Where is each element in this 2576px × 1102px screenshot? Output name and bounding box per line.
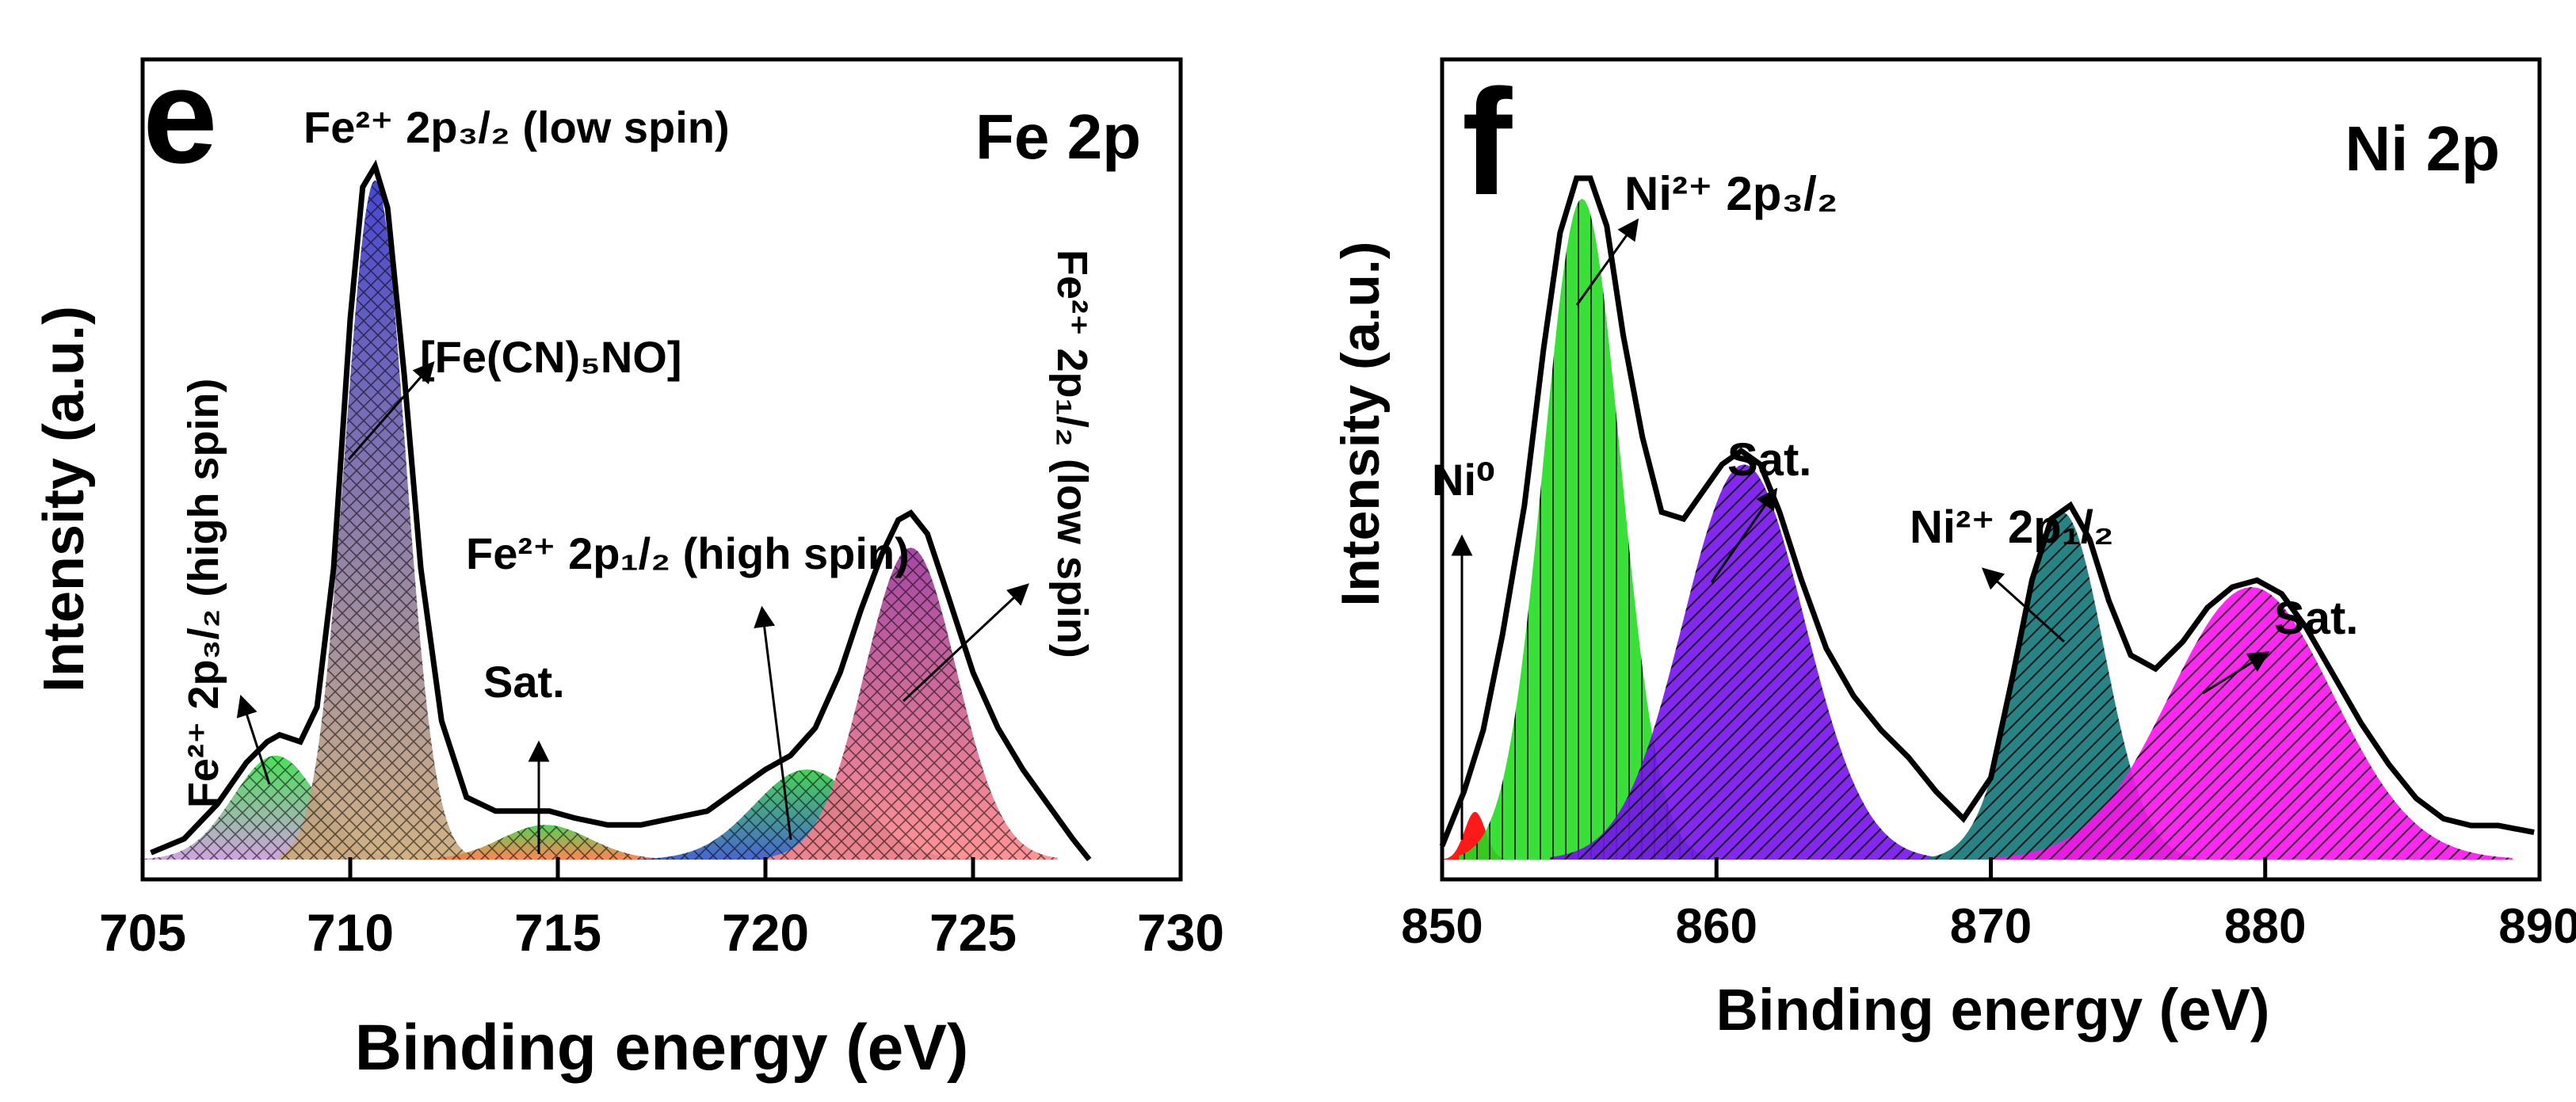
panel-f-arrow-sat2 [2202,651,2270,695]
panel-f-arrow-sat1 [1710,487,1778,583]
panel-f-x-tick-label-880: 880 [2224,899,2306,954]
panel-e-peak-3-hatch [404,825,687,860]
panel-f-x-ticks: 850 860 870 880 890 [1401,857,2576,954]
panel-e-plot-frame [140,57,1183,882]
panel-f-spectrum-line [1439,175,2535,848]
panel-e-label-fe-high-32-wrap: Fe²⁺ 2p₃/₂ (high spin) [180,379,227,808]
panel-e-label-fe-high-32: Fe²⁺ 2p₃/₂ (high spin) [180,379,227,808]
panel-f-x-tick-label-890: 890 [2498,899,2576,954]
panel-f-fitted-peaks [1441,198,2513,860]
panel-e-label-sat: Sat. [483,657,565,707]
panel-e-x-tick-label-710: 710 [307,903,394,962]
panel-e-spectrum-line [150,159,1092,862]
panel-f-x-tick-label-860: 860 [1676,899,1757,954]
panel-e-x-tick-label-725: 725 [929,903,1017,962]
panel-f-letter: f [1462,59,1513,227]
panel-e-peak-2-hatch [279,180,471,860]
panel-f-x-tick-label-850: 850 [1401,899,1483,954]
panel-e-arrow-fe-low-12 [902,583,1029,703]
panel-e-ylabel: Intensity (a.u.) [32,306,96,692]
panel-f-label-sat1: Sat. [1727,434,1811,486]
panel-e-arrow-fe-high-12 [754,605,792,841]
panel-f-label-ni-12: Ni²⁺ 2p₁/₂ [1910,501,2114,553]
panel-f-xlabel: Binding energy (eV) [1716,977,2270,1043]
panel-e-title: Fe 2p [975,101,1141,172]
panel-e-arrow-fe-high-32 [236,694,271,785]
panel-f-peak-5-hatch [1990,587,2513,860]
panel-e-x-tick-label-720: 720 [722,903,809,962]
panel-e-label-complex: [Fe(CN)₅NO] [420,332,682,382]
panel-f-label-sat2: Sat. [2274,593,2358,644]
panel-f-x-tick-label-870: 870 [1950,899,2032,954]
panel-f-label-ni0: Ni⁰ [1432,455,1496,505]
panel-e-label-fe-high-12: Fe²⁺ 2p₁/₂ (high spin) [466,528,910,578]
panel-e: e Fe 2p Intensity (a.u.) Binding energy … [32,41,1224,1084]
panel-e-x-ticks: 705 710 715 720 725 730 [99,857,1224,962]
panel-e-x-tick-label-705: 705 [99,903,186,962]
panel-f-peak-2-hatch [1459,198,1705,860]
panel-f-title: Ni 2p [2345,113,2500,184]
panel-e-letter: e [143,41,218,192]
panel-f-arrow-ni-32 [1575,218,1639,306]
panel-f-arrow-ni-12 [1981,567,2066,643]
panel-e-x-tick-label-730: 730 [1137,903,1224,962]
panel-e-arrow-complex [347,360,435,460]
panel-e-label-fe-low-12-wrap: Fe²⁺ 2p₁/₂ (low spin) [1048,250,1096,658]
panel-f-ylabel-wrap: Intensity (a.u.) [1330,242,1391,607]
panel-f-peak-3-hatch [1550,464,1938,860]
panel-f-ylabel: Intensity (a.u.) [1330,242,1391,607]
panel-e-xlabel: Binding energy (eV) [355,1012,969,1084]
panel-e-peak-5-hatch [764,547,1058,860]
panel-f: f Ni 2p Intensity (a.u.) Binding energy … [1330,57,2576,1043]
panel-e-x-tick-label-715: 715 [514,903,601,962]
panel-f-label-ni-32: Ni²⁺ 2p₃/₂ [1624,167,1838,220]
panel-e-label-fe-low-32: Fe²⁺ 2p₃/₂ (low spin) [303,102,730,152]
panel-e-label-fe-low-12: Fe²⁺ 2p₁/₂ (low spin) [1048,250,1096,658]
panel-e-ylabel-wrap: Intensity (a.u.) [32,306,96,692]
panel-e-fitted-peaks [139,180,1058,860]
